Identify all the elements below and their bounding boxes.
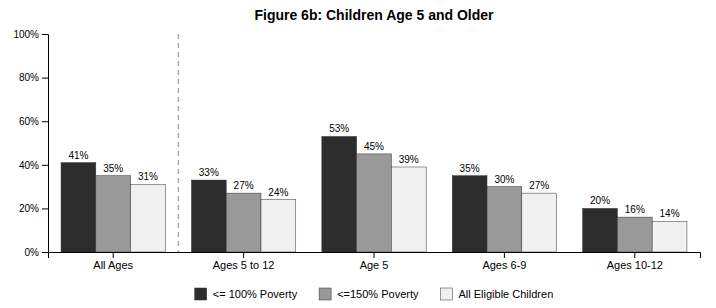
plot: 0% 20% 40% 60% 80% 100% All Ages Ages 5 to 12 Ag… xyxy=(13,29,700,271)
tick-label: All Ages xyxy=(93,259,133,271)
bar xyxy=(487,187,522,252)
bar xyxy=(226,193,261,252)
data-label: 16% xyxy=(625,204,645,215)
series xyxy=(96,154,652,252)
legend-swatch xyxy=(319,288,331,300)
tick-label: Age 5 xyxy=(360,259,389,271)
legend: <= 100% Poverty <=150% Poverty All Eligibl… xyxy=(195,288,554,300)
bar xyxy=(522,193,557,252)
tick: 100% xyxy=(13,29,48,40)
tick-label: 80% xyxy=(19,72,39,83)
data-label: 45% xyxy=(364,141,384,152)
tick: Ages 10-12 xyxy=(607,252,663,271)
legend-swatch xyxy=(195,288,207,300)
data-label: 14% xyxy=(660,208,680,219)
bar xyxy=(652,221,687,252)
axis-line xyxy=(49,253,701,259)
tick: 60% xyxy=(19,116,48,127)
tick-mark xyxy=(42,252,48,253)
data-label: 35% xyxy=(103,163,123,174)
tick: 40% xyxy=(19,160,48,171)
marks xyxy=(61,34,687,252)
tick-label: Ages 10-12 xyxy=(607,259,663,271)
tick: Age 5 xyxy=(360,252,389,271)
bar xyxy=(617,217,652,252)
tick: 80% xyxy=(19,72,48,83)
legend-label: <= 100% Poverty xyxy=(213,288,298,300)
bar xyxy=(131,184,166,252)
tick-label: 0% xyxy=(25,247,40,258)
tick-label: 40% xyxy=(19,160,39,171)
tick-mark xyxy=(42,34,48,35)
legend-item: <=150% Poverty xyxy=(319,288,419,300)
legend-swatch xyxy=(440,288,452,300)
tick: All Ages xyxy=(93,252,133,271)
data-label: 27% xyxy=(234,180,254,191)
tick-mark xyxy=(243,252,244,258)
data-label: 39% xyxy=(399,154,419,165)
bar xyxy=(391,167,426,252)
data-label: 20% xyxy=(590,195,610,206)
tick-mark xyxy=(113,252,114,258)
data-label: 24% xyxy=(268,187,288,198)
legend-label: All Eligible Children xyxy=(458,288,553,300)
data-label: 31% xyxy=(138,171,158,182)
tick-label: Ages 6-9 xyxy=(482,259,526,271)
tick: Ages 5 to 12 xyxy=(213,252,275,271)
tick-label: 100% xyxy=(13,29,39,40)
tick-mark xyxy=(42,78,48,79)
data-label: 27% xyxy=(529,180,549,191)
bar xyxy=(191,180,226,252)
tick-mark xyxy=(42,208,48,209)
bar xyxy=(61,163,96,252)
data-label: 53% xyxy=(329,123,349,134)
x-axis: All Ages Ages 5 to 12 Age 5 Ages 6-9 Ages 10… xyxy=(49,252,701,271)
bar xyxy=(452,176,487,252)
chart: 0% 20% 40% 60% 80% 100% All Ages Ages 5 to 12 Ag… xyxy=(0,0,716,308)
tick: 0% xyxy=(25,247,48,258)
series xyxy=(61,136,617,252)
tick-mark xyxy=(42,121,48,122)
tick-mark xyxy=(634,252,635,258)
legend-item: <= 100% Poverty xyxy=(195,288,298,300)
tick: Ages 6-9 xyxy=(482,252,526,271)
tick-mark xyxy=(42,165,48,166)
bar xyxy=(357,154,392,252)
separator xyxy=(178,34,180,252)
series xyxy=(131,167,687,252)
tick: 20% xyxy=(19,203,48,214)
y-axis: 0% 20% 40% 60% 80% 100% xyxy=(13,29,48,258)
legend-item: All Eligible Children xyxy=(440,288,553,300)
data-labels: 41% 33% 53% 35% 20% 35% 27% 45% 30% 16% 31% 24% 39% 2… xyxy=(68,123,679,219)
bar xyxy=(583,208,618,252)
tick-mark xyxy=(504,252,505,258)
bar xyxy=(96,176,131,252)
data-label: 30% xyxy=(494,174,514,185)
legend-label: <=150% Poverty xyxy=(337,288,419,300)
data-label: 33% xyxy=(199,167,219,178)
axis-line xyxy=(42,35,49,253)
tick-label: Ages 5 to 12 xyxy=(213,259,275,271)
bar xyxy=(322,136,357,252)
tick-label: 20% xyxy=(19,203,39,214)
tick-label: 60% xyxy=(19,116,39,127)
data-label: 35% xyxy=(460,163,480,174)
bar xyxy=(261,200,296,252)
title: Figure 6b: Children Age 5 and Older xyxy=(254,7,494,23)
tick-mark xyxy=(374,252,375,258)
data-label: 41% xyxy=(68,150,88,161)
